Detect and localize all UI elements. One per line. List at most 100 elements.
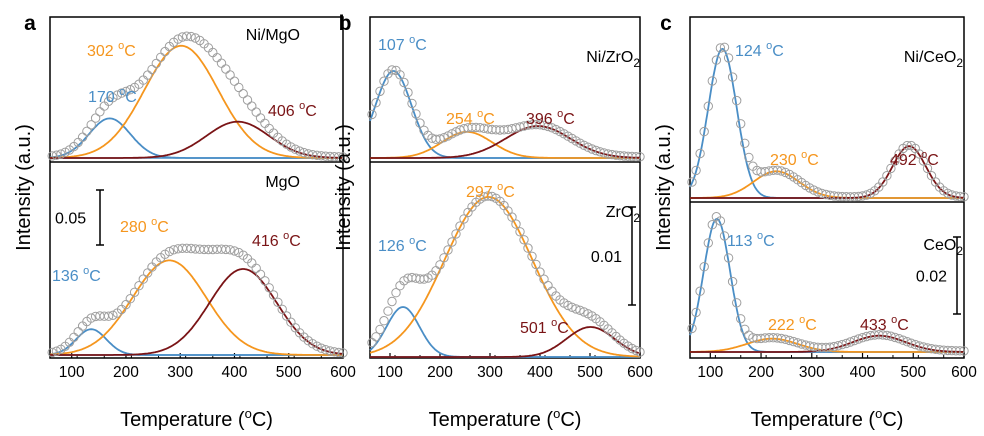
x-axis-label: Temperature (oC) <box>120 406 273 431</box>
data-point <box>47 151 57 161</box>
peak-label-degree: o <box>409 235 415 247</box>
scale-bar-label: 0.05 <box>55 211 86 228</box>
data-point <box>399 77 409 88</box>
data-point <box>914 149 924 159</box>
data-point <box>286 142 296 152</box>
data-point <box>277 304 287 314</box>
peak-curve-darkred <box>370 326 641 358</box>
peak-label-value: 136 <box>52 268 83 285</box>
data-point <box>212 53 222 63</box>
data-point <box>129 287 140 297</box>
peak-label-value: 113 <box>727 233 757 250</box>
peak-curve-orange <box>49 259 343 356</box>
peak-label-value: 501 <box>520 320 551 337</box>
data-point <box>367 337 377 348</box>
data-point <box>73 327 83 337</box>
peak-label-degree: o <box>801 149 807 161</box>
data-point <box>260 276 270 286</box>
data-point <box>711 55 722 65</box>
peak-label-degree: o <box>891 314 897 326</box>
peak-label-degree: o <box>119 86 125 98</box>
data-point <box>890 156 900 166</box>
data-point <box>841 338 851 349</box>
peak-curve-blue <box>689 47 964 199</box>
peak-label-unit: C <box>927 152 939 169</box>
x-tick-label: 200 <box>427 364 453 381</box>
x-axis-label-text: Temperature ( <box>429 409 554 431</box>
peak-label-value: 126 <box>378 238 409 255</box>
data-point <box>234 82 244 93</box>
x-tick-label: 100 <box>697 364 723 381</box>
peak-label-value: 222 <box>768 317 799 334</box>
peak-label-orange: 280 oC <box>120 216 169 236</box>
data-point <box>82 126 92 137</box>
x-axis-label-text: Temperature ( <box>751 409 876 431</box>
data-point <box>886 331 896 341</box>
data-point <box>523 243 533 253</box>
data-point <box>216 58 227 68</box>
data-point <box>229 76 240 86</box>
data-point <box>371 332 381 342</box>
sample-label-base: ZrO <box>606 204 634 221</box>
peak-curve-darkred <box>50 120 344 159</box>
peak-label-unit: C <box>89 268 101 285</box>
x-axis-label: Temperature (oC) <box>429 406 582 431</box>
data-point <box>383 306 393 316</box>
data-point <box>125 294 136 304</box>
peak-label-value: 406 <box>268 103 299 120</box>
data-point <box>391 288 401 298</box>
x-tick-label: 300 <box>477 364 503 381</box>
data-point <box>255 269 266 279</box>
data-point <box>435 134 445 144</box>
x-axis-label-end: C) <box>560 409 581 431</box>
peak-label-darkred: 396 oC <box>526 108 575 128</box>
x-tick-label: 500 <box>276 364 302 381</box>
data-point <box>229 246 240 256</box>
x-tick-label: 300 <box>167 364 193 381</box>
peak-label-blue: 107 oC <box>378 34 427 54</box>
data-point <box>164 246 175 257</box>
data-point <box>112 90 123 100</box>
data-point <box>316 343 326 353</box>
data-point <box>902 337 912 347</box>
peak-label-darkred: 492 oC <box>890 149 939 169</box>
data-point <box>303 149 313 159</box>
peak-label-unit: C <box>557 320 569 337</box>
plot-frame <box>49 16 344 359</box>
data-point <box>143 70 153 80</box>
peak-curve-darkred <box>690 334 964 353</box>
data-point <box>103 311 114 321</box>
data-point <box>439 253 449 263</box>
data-point <box>727 276 738 287</box>
data-point <box>703 101 713 111</box>
data-point <box>387 296 397 307</box>
peak-label-unit: C <box>563 111 575 128</box>
peak-label-unit: C <box>415 37 427 54</box>
peak-label-darkred: 416 oC <box>252 230 301 250</box>
data-point <box>955 346 965 356</box>
peak-label-value: 254 <box>446 111 477 128</box>
data-point <box>715 43 726 53</box>
data-point <box>208 47 218 58</box>
data-point <box>451 229 461 239</box>
panel-letter: a <box>24 12 36 35</box>
data-point <box>699 262 709 272</box>
y-axis-label: Intensity (a.u.) <box>653 124 675 251</box>
data-point <box>334 347 344 358</box>
peak-label-value: 230 <box>770 152 801 169</box>
peak-label-value: 492 <box>890 152 921 169</box>
data-point <box>845 337 855 347</box>
x-tick-label: 400 <box>527 364 553 381</box>
data-point <box>260 118 270 129</box>
data-point <box>134 281 144 291</box>
data-point <box>299 147 309 158</box>
peak-label-value: 170 <box>88 89 119 106</box>
data-point <box>890 332 900 343</box>
panel-letter: c <box>660 12 672 35</box>
data-point <box>407 98 417 109</box>
x-tick-label: 400 <box>850 364 876 381</box>
peak-label-unit: C <box>483 111 495 128</box>
